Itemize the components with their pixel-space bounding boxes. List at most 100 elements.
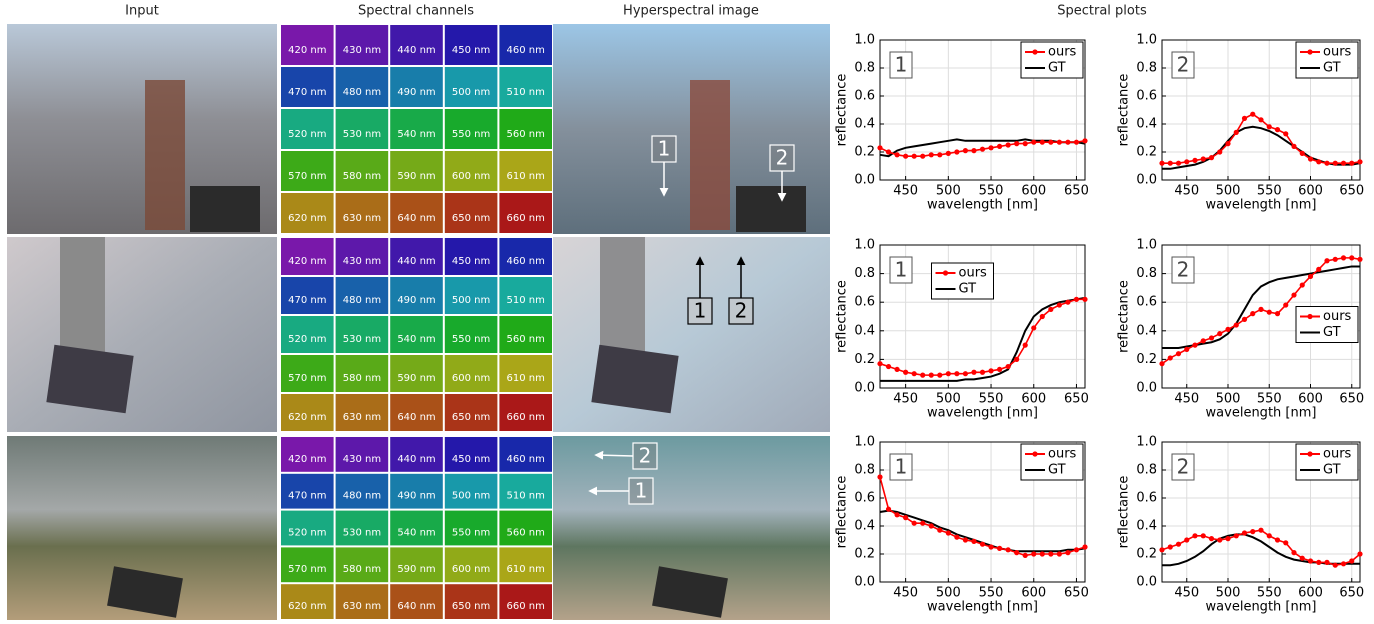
legend-label: ours	[1323, 45, 1352, 60]
column-header: Input	[125, 4, 159, 19]
y-tick-label: 0.8	[1136, 463, 1157, 478]
channel-tile	[499, 151, 552, 191]
y-tick-label: 0.6	[1136, 89, 1157, 104]
series-point	[945, 371, 951, 377]
curve-label-box	[1171, 51, 1195, 79]
channel-label: 440 nm	[397, 454, 435, 465]
channel-label: 640 nm	[397, 601, 435, 612]
channel-label: 460 nm	[507, 45, 545, 56]
column-header: Spectral plots	[1057, 4, 1147, 19]
y-tick-label: 1.0	[1136, 238, 1157, 253]
channel-tile	[390, 193, 443, 233]
legend-box	[1295, 443, 1359, 481]
spectral-plot: 0.0 0.2 0.4 0.6 0.8 1.0 450 500 550 600 650 wavelen…	[1117, 238, 1365, 421]
color-checker	[736, 186, 806, 232]
channel-tile	[390, 473, 443, 509]
channel-tile	[444, 151, 498, 191]
series-point	[1258, 306, 1264, 312]
curve-label: 1	[895, 455, 908, 479]
y-tick-label: 0.6	[854, 295, 875, 310]
series-point	[1217, 149, 1223, 155]
channel-tile	[281, 277, 334, 314]
channel-label: 560 nm	[507, 129, 545, 140]
legend-label: GT	[1323, 463, 1341, 478]
x-tick-label: 600	[1298, 392, 1323, 407]
channel-tile	[335, 584, 389, 619]
channel-tile	[499, 473, 552, 509]
series-point	[903, 515, 909, 521]
y-tick-label: 0.8	[854, 61, 875, 76]
series-point	[1005, 363, 1011, 370]
series-point	[1014, 550, 1020, 556]
y-axis-label: reflectance	[1117, 476, 1132, 549]
channel-tile	[281, 238, 334, 275]
channel-tile	[499, 584, 552, 619]
channel-label: 420 nm	[288, 45, 326, 56]
y-tick-label: 0.6	[854, 491, 875, 506]
series-point	[954, 371, 960, 377]
series-point	[971, 538, 977, 545]
x-tick-label: 650	[1339, 586, 1364, 601]
series-point	[1225, 326, 1231, 332]
y-tick-label: 0.2	[854, 352, 875, 367]
series-point	[954, 149, 960, 155]
series-point	[1357, 551, 1363, 557]
y-tick-label: 1.0	[854, 33, 875, 48]
series-point	[1324, 258, 1330, 264]
channel-tile	[390, 316, 443, 353]
channel-tile	[499, 109, 552, 149]
x-tick-label: 500	[936, 184, 961, 199]
channel-tile	[335, 316, 389, 353]
legend-label: ours	[1323, 447, 1352, 462]
y-tick-label: 0.0	[854, 381, 875, 396]
channel-label: 490 nm	[397, 295, 435, 306]
channel-tile	[281, 437, 334, 472]
channel-tile	[335, 109, 389, 149]
series-point	[1258, 117, 1264, 123]
channel-label: 600 nm	[452, 564, 490, 575]
marker-box	[628, 477, 654, 505]
channel-label: 510 nm	[507, 87, 545, 98]
x-axis-label: wavelength [nm]	[1206, 406, 1317, 421]
series-point	[1031, 551, 1037, 557]
series-point	[1022, 141, 1028, 147]
channel-label: 620 nm	[288, 412, 326, 423]
y-tick-label: 0.0	[854, 575, 875, 590]
spectral-plot: 0.0 0.2 0.4 0.6 0.8 1.0 450 500 550 600 650 wavelen…	[1117, 33, 1365, 213]
series-point	[1274, 311, 1281, 317]
marker-box	[728, 297, 754, 325]
curve-label-box	[1171, 453, 1195, 481]
channel-tile	[444, 277, 498, 314]
y-axis-label: reflectance	[1117, 280, 1132, 353]
channel-label: 450 nm	[452, 256, 490, 267]
series-point	[1082, 544, 1088, 550]
series-point	[1175, 160, 1182, 166]
channel-tile	[499, 547, 552, 583]
x-tick-label: 450	[893, 184, 918, 199]
series-point	[903, 153, 909, 159]
series-point	[1159, 547, 1165, 553]
series-point	[1065, 299, 1071, 305]
channel-label: 660 nm	[507, 213, 545, 224]
series-point	[1073, 139, 1080, 145]
channel-tile	[281, 193, 334, 233]
series-point	[1208, 536, 1215, 542]
series-point	[1291, 143, 1297, 149]
y-axis-label: reflectance	[835, 74, 850, 147]
series-point	[1184, 346, 1190, 352]
photos	[7, 24, 830, 620]
channel-tile	[335, 151, 389, 191]
channel-label: 540 nm	[397, 129, 435, 140]
series-point	[1167, 355, 1173, 361]
series-point	[894, 366, 900, 373]
channel-label: 470 nm	[288, 87, 326, 98]
series-line	[880, 296, 1086, 382]
y-tick-label: 0.2	[854, 145, 875, 160]
y-tick-label: 0.6	[1136, 295, 1157, 310]
marker-label: 2	[776, 146, 789, 170]
series-point	[988, 544, 994, 550]
channel-label: 510 nm	[507, 295, 545, 306]
hyperspectral-photo	[553, 237, 830, 432]
series-point	[937, 152, 943, 158]
